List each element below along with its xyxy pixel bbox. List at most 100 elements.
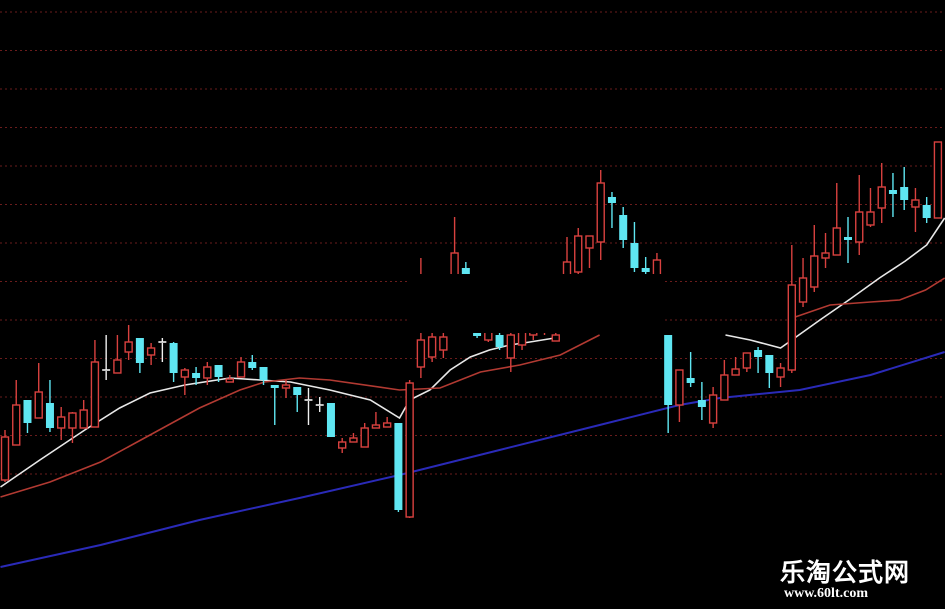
candle: [34, 363, 43, 419]
candle: [787, 245, 796, 373]
candle: [405, 380, 414, 518]
candle-body: [742, 352, 752, 369]
candle-body: [349, 437, 358, 443]
ma-mid-line: [0, 334, 600, 498]
candle: [855, 175, 864, 255]
candle: [922, 197, 931, 223]
candle-body: [248, 362, 257, 368]
candle-body: [23, 400, 32, 423]
candle: [821, 233, 830, 268]
candle: [0, 430, 10, 482]
candle: [45, 380, 54, 432]
candle-body: [855, 211, 864, 243]
candle: [270, 385, 279, 425]
candle: [57, 407, 66, 440]
candle-body: [641, 268, 650, 272]
candle-body: [697, 400, 706, 407]
candle-body: [427, 336, 437, 358]
candle-body: [821, 252, 830, 259]
candle: [304, 388, 313, 425]
candle: [619, 207, 628, 248]
candle-body: [34, 391, 43, 419]
candle-body: [675, 369, 684, 406]
candle-body: [270, 385, 279, 388]
candle: [349, 433, 358, 443]
candle: [102, 335, 111, 380]
candle: [124, 325, 133, 360]
candle: [754, 347, 763, 373]
candle-body: [844, 237, 852, 240]
candle: [900, 167, 909, 210]
candle-body: [731, 368, 740, 376]
candle-body: [551, 334, 560, 342]
candle: [79, 400, 88, 429]
candle-body: [281, 384, 291, 389]
masked-region: [410, 274, 662, 333]
candle: [810, 225, 819, 292]
candle-body: [416, 339, 426, 368]
candle-body: [787, 284, 796, 371]
candle: [675, 369, 684, 422]
candle: [911, 188, 920, 232]
candle-body: [765, 355, 774, 373]
candle: [360, 423, 369, 448]
candle-body: [45, 403, 54, 428]
candle: [585, 235, 594, 268]
candle-body: [124, 341, 133, 353]
candle-body: [326, 403, 335, 437]
candle-body: [866, 211, 875, 226]
candle-body: [832, 227, 841, 256]
candle: [23, 400, 32, 433]
candle: [203, 362, 212, 385]
candle-body: [585, 235, 594, 249]
candle-body: [439, 336, 448, 351]
candle-body: [203, 366, 212, 379]
candle: [866, 188, 875, 227]
candle: [664, 335, 673, 433]
candle-body: [360, 427, 369, 448]
candle-body: [293, 387, 302, 395]
candle-body: [607, 197, 616, 203]
candle-body: [776, 367, 785, 378]
candle: [12, 380, 21, 446]
candle: [765, 355, 774, 388]
candle: [214, 365, 223, 382]
candle: [551, 333, 560, 342]
candle: [832, 183, 841, 256]
candle: [259, 367, 268, 385]
candle-body: [214, 365, 223, 377]
candle-body: [259, 367, 268, 380]
candle-body: [888, 190, 897, 194]
candle: [225, 375, 235, 383]
candle-body: [900, 187, 909, 200]
candle-body: [57, 416, 66, 429]
candle: [877, 163, 886, 223]
candle: [720, 360, 729, 401]
candle-body: [225, 378, 235, 383]
candle-body: [180, 369, 190, 378]
ma-mid-line: [794, 277, 945, 318]
candle: [338, 438, 347, 453]
candle-body: [338, 441, 347, 449]
candle-body: [619, 215, 628, 240]
watermark-title: 乐淘公式网: [780, 558, 911, 587]
candle-body: [382, 422, 392, 428]
candle: [697, 382, 706, 420]
candle-body: [495, 335, 504, 347]
candle: [113, 335, 122, 374]
candle-body: [630, 243, 639, 268]
candle-body: [810, 255, 819, 288]
candle: [776, 363, 785, 387]
candle: [844, 217, 852, 263]
candle-body: [12, 404, 21, 446]
candle: [686, 352, 695, 387]
candle: [630, 222, 639, 272]
candle: [169, 342, 178, 382]
candle: [68, 412, 77, 443]
candle: [90, 340, 100, 428]
candle-body: [877, 186, 886, 209]
candle: [135, 338, 144, 373]
ma-short-line: [725, 217, 945, 349]
candle: [607, 192, 616, 228]
